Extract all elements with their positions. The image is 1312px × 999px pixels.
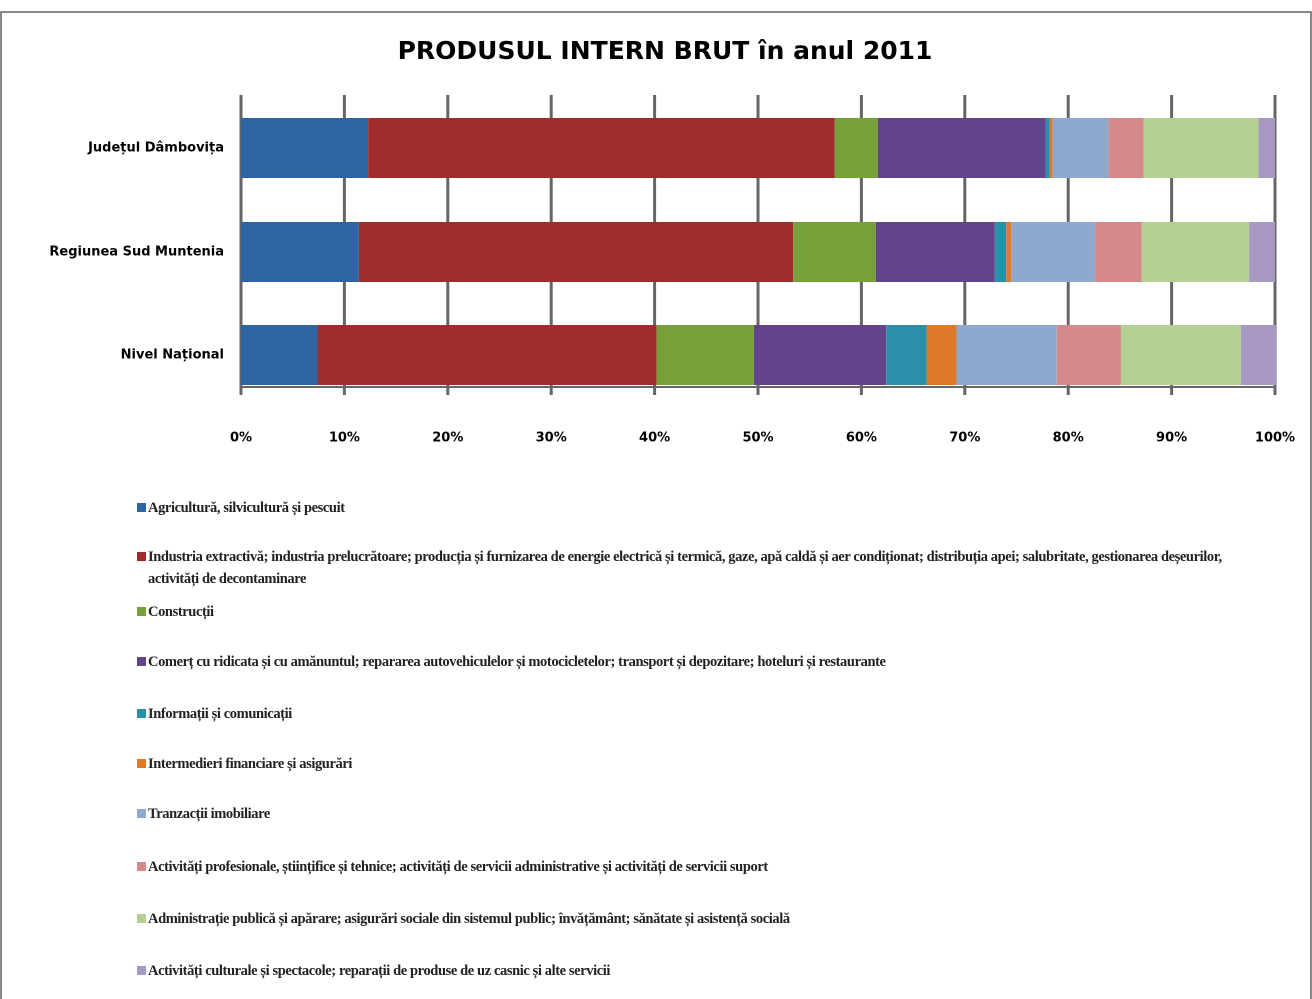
legend-swatch [137, 809, 146, 818]
legend-label: Comerț cu ridicata și cu amănuntul; repa… [148, 654, 886, 670]
bar-segment [1052, 118, 1109, 178]
legend-swatch [137, 759, 146, 768]
legend-item: Agricultură, silvicultură și pescuit [134, 497, 1238, 519]
bar-segment [834, 118, 878, 178]
x-tick-label: 20% [432, 431, 463, 446]
bar-segment [1045, 118, 1050, 178]
bar-segment [358, 222, 794, 282]
x-tick-label: 10% [329, 431, 360, 446]
x-tick-label: 80% [1053, 431, 1084, 446]
bar-segment [1120, 325, 1241, 385]
legend-label: Activități culturale și spectacole; repa… [148, 963, 611, 979]
chart-frame [0, 11, 1312, 999]
bar-segment [1108, 118, 1144, 178]
bar-segment [1143, 118, 1259, 178]
legend-item: Tranzacții imobiliare [134, 803, 1238, 825]
legend-label: Construcții [148, 604, 214, 620]
legend-swatch [137, 657, 146, 666]
legend-label: Tranzacții imobiliare [148, 806, 270, 822]
bar-segment [926, 325, 957, 385]
legend-item: Informații și comunicații [134, 703, 1238, 725]
bar-segment [875, 222, 995, 282]
y-tick-label: Județul Dâmbovița [87, 141, 224, 156]
x-tick-label: 90% [1156, 431, 1187, 446]
bar-segment [1006, 222, 1012, 282]
bar-segment [241, 222, 359, 282]
legend-item: Comerț cu ridicata și cu amănuntul; repa… [134, 651, 1238, 673]
bar-segment [886, 325, 927, 385]
bar-segment [241, 118, 369, 178]
legend-item: Intermedieri financiare și asigurări [134, 753, 1238, 775]
bar-segment [1258, 118, 1275, 178]
bar-segment [1049, 118, 1053, 178]
legend-swatch [137, 503, 146, 512]
legend-swatch [137, 709, 146, 718]
legend-swatch [137, 862, 146, 871]
legend-item: Administrație publică și apărare; asigur… [134, 908, 1238, 930]
legend-swatch [137, 607, 146, 616]
bar-segment [368, 118, 835, 178]
legend-label: Activități profesionale, științifice și … [148, 859, 768, 875]
x-tick-label: 30% [536, 431, 567, 446]
legend-item: Activități profesionale, științifice și … [134, 856, 1238, 878]
legend-swatch [137, 552, 146, 561]
bar-segment [1240, 325, 1277, 385]
legend-item: Activități culturale și spectacole; repa… [134, 960, 1238, 982]
legend-label: Intermedieri financiare și asigurări [148, 756, 353, 772]
bar-segment [877, 118, 1046, 178]
bar-segment [1249, 222, 1275, 282]
x-tick-label: 100% [1255, 431, 1295, 446]
bar-segment [994, 222, 1007, 282]
bar-segment [753, 325, 887, 385]
bar-segment [956, 325, 1057, 385]
legend-swatch [137, 914, 146, 923]
bar-segment [1056, 325, 1121, 385]
legend-swatch [137, 966, 146, 975]
bar-segment [656, 325, 754, 385]
bar-segment [793, 222, 876, 282]
x-tick-label: 50% [742, 431, 773, 446]
x-tick-label: 70% [949, 431, 980, 446]
y-tick-label: Regiunea Sud Muntenia [49, 245, 224, 260]
legend-label: Informații și comunicații [148, 706, 292, 722]
bar-segment [1011, 222, 1096, 282]
legend-label: Industria extractivă; industria prelucră… [148, 549, 1222, 587]
bar-segment [241, 325, 318, 385]
bar-segment [317, 325, 657, 385]
legend-label: Administrație publică și apărare; asigur… [148, 911, 790, 927]
chart-title: PRODUSUL INTERN BRUT în anul 2011 [398, 36, 933, 65]
x-tick-label: 0% [230, 431, 252, 446]
legend-item: Construcții [134, 601, 1238, 623]
legend-item: Industria extractivă; industria prelucră… [134, 546, 1238, 590]
bar-segment [1095, 222, 1142, 282]
bar-segment [1141, 222, 1250, 282]
legend-label: Agricultură, silvicultură și pescuit [148, 500, 345, 516]
x-tick-label: 40% [639, 431, 670, 446]
x-tick-label: 60% [846, 431, 877, 446]
y-tick-label: Nivel Național [121, 348, 224, 363]
